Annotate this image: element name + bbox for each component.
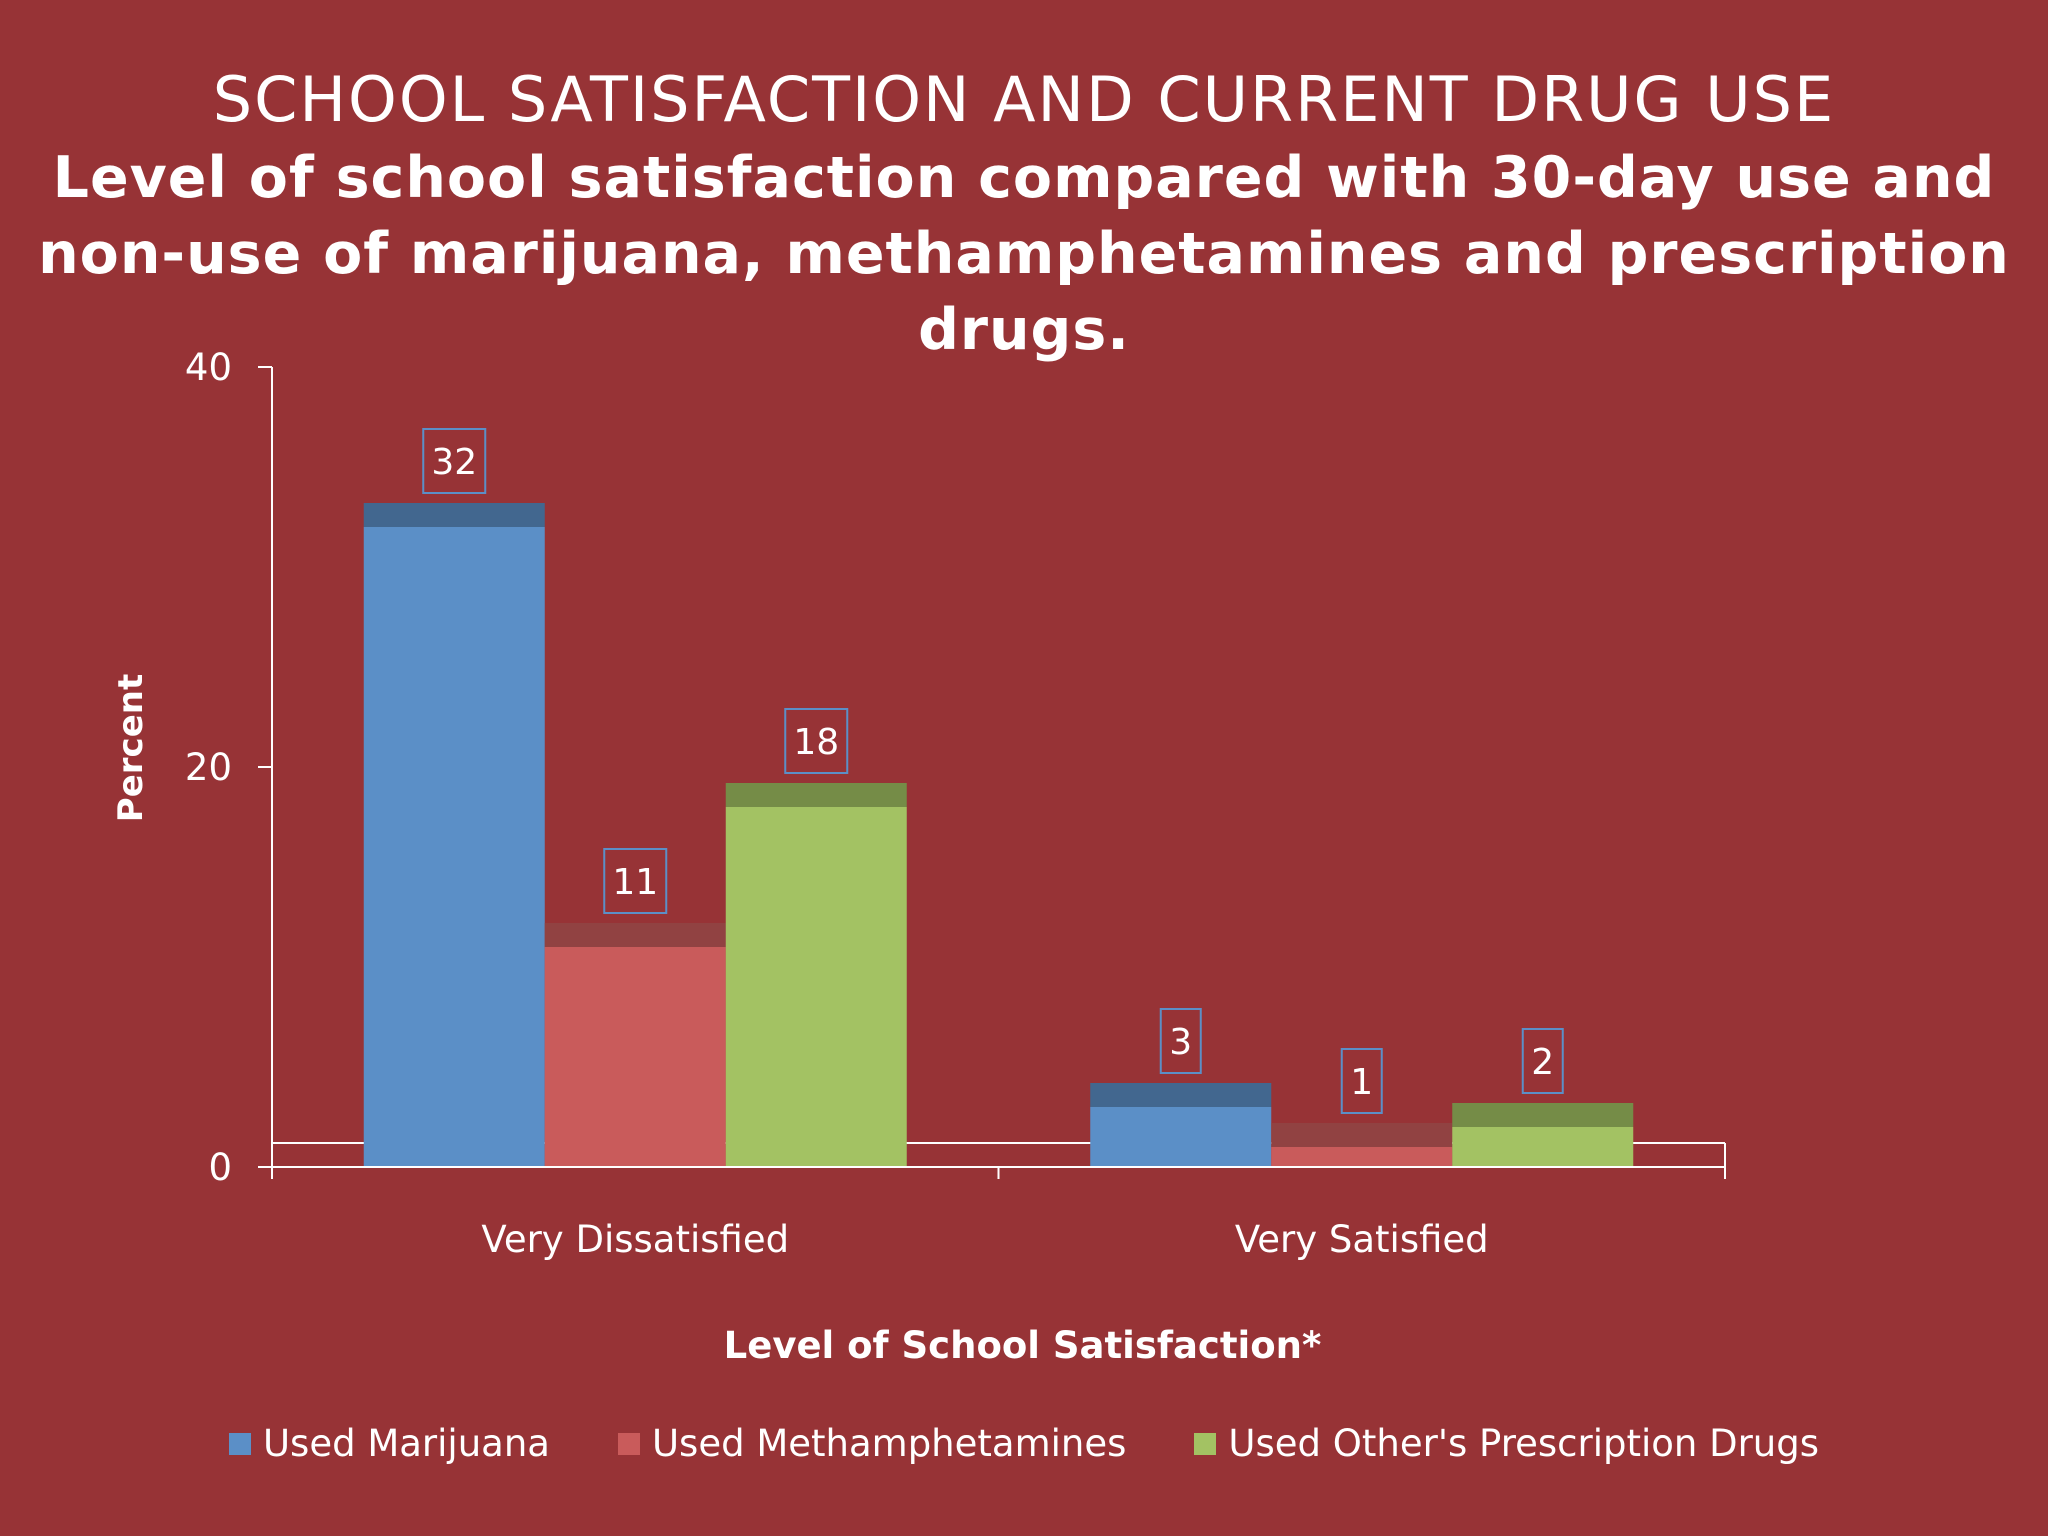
bar-top-0-2 <box>725 783 907 807</box>
y-tick-label-0: 0 <box>208 1146 232 1189</box>
data-label-box-1-1 <box>1340 1048 1383 1114</box>
x-axis-title: Level of School Satisfaction* <box>724 1324 1322 1367</box>
bar-top-1-0 <box>1090 1083 1272 1107</box>
legend-swatch-0 <box>228 1432 251 1455</box>
x-tick-label-1: Very Satisfied <box>1235 1218 1489 1261</box>
legend-item-1: Used Methamphetamines <box>617 1422 1127 1465</box>
data-label-0-2: 18 <box>793 722 839 763</box>
data-label-box-1-0 <box>1159 1008 1202 1074</box>
legend-item-0: Used Marijuana <box>228 1422 550 1465</box>
legend-swatch-1 <box>617 1432 640 1455</box>
bar-0-0 <box>363 527 545 1167</box>
y-tick-label-2: 40 <box>185 346 232 389</box>
data-label-0-1: 11 <box>612 862 658 903</box>
bar-top-1-1 <box>1271 1123 1453 1147</box>
data-label-box-0-0 <box>422 428 487 494</box>
legend-label-0: Used Marijuana <box>262 1422 550 1465</box>
x-tick-label-0: Very Dissatisfied <box>481 1218 789 1261</box>
bar-top-1-2 <box>1452 1103 1634 1127</box>
chart-legend: Used Marijuana Used Methamphetamines Used … <box>0 1422 2048 1465</box>
data-label-1-2: 2 <box>1531 1042 1554 1083</box>
bar-1-2 <box>1452 1127 1634 1167</box>
data-label-1-0: 3 <box>1169 1022 1192 1063</box>
y-axis-title: Percent <box>111 674 151 822</box>
data-label-1-1: 1 <box>1350 1062 1373 1103</box>
bar-0-2 <box>725 807 907 1167</box>
data-label-box-0-2 <box>784 708 849 774</box>
bar-1-0 <box>1090 1107 1272 1167</box>
legend-label-1: Used Methamphetamines <box>651 1422 1127 1465</box>
legend-label-2: Used Other's Prescription Drugs <box>1228 1422 1820 1465</box>
title-block: SCHOOL SATISFACTION AND CURRENT DRUG USE… <box>0 60 2048 368</box>
legend-item-2: Used Other's Prescription Drugs <box>1194 1422 1819 1465</box>
legend-swatch-2 <box>1194 1432 1217 1455</box>
bar-top-0-0 <box>363 503 545 527</box>
y-tick-label-1: 20 <box>185 746 232 789</box>
bar-top-0-1 <box>544 923 726 947</box>
chart-title: SCHOOL SATISFACTION AND CURRENT DRUG USE <box>212 63 1836 136</box>
chart-subtitle: Level of school satisfaction compared wi… <box>38 145 2010 363</box>
data-label-box-1-2 <box>1521 1028 1564 1094</box>
data-label-box-0-1 <box>603 848 668 914</box>
bar-1-1 <box>1271 1147 1453 1167</box>
data-label-0-0: 32 <box>431 442 477 483</box>
bar-0-1 <box>544 947 726 1167</box>
